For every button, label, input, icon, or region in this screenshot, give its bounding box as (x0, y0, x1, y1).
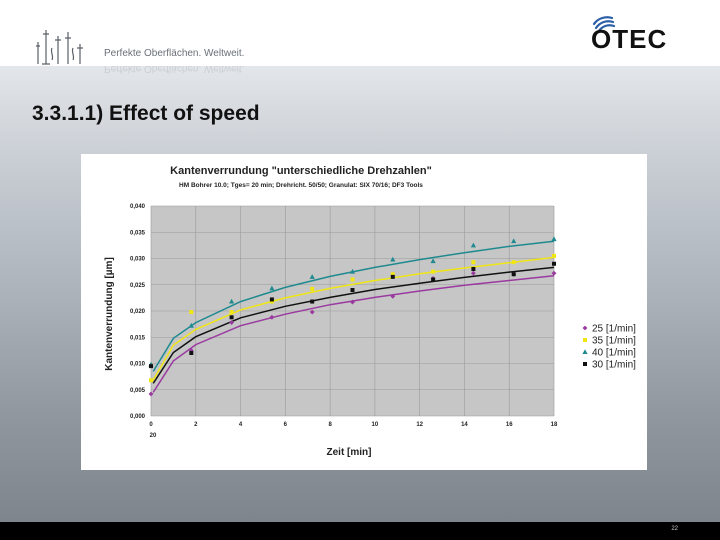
data-point (269, 297, 274, 302)
data-point (511, 260, 516, 265)
footer-bar (0, 522, 720, 540)
data-point (350, 288, 355, 292)
data-point (149, 378, 153, 383)
trend-lines (152, 240, 555, 393)
y-tick-label: 0,000 (130, 414, 146, 420)
chart-subtitle: HM Bohrer 10.0; Tges= 20 min; Drehricht.… (179, 182, 423, 189)
y-tick-label: 0,025 (130, 283, 146, 289)
x-tick-label: 16 (506, 422, 513, 428)
y-tick-label: 0,005 (130, 388, 146, 394)
x-tick-label: 14 (461, 422, 468, 428)
chart-title: Kantenverrundung "unterschiedliche Drehz… (170, 165, 432, 177)
data-point (552, 261, 556, 266)
y-tick-labels: 0,000 0,005 0,010 0,015 0,020 0,025 0,030 0,035… (130, 204, 146, 420)
data-point (551, 236, 557, 242)
x-tick-label: 2 (194, 422, 198, 428)
y-tick-label: 0,020 (130, 309, 146, 315)
data-point (390, 272, 395, 277)
data-point (431, 269, 436, 274)
legend-label: 30 [1/min] (592, 360, 636, 371)
data-point (350, 277, 355, 282)
tagline-reflection: Perfekte Oberflächen. Weltweit. (104, 63, 245, 74)
x-tick-label: 10 (372, 422, 379, 428)
chart-svg: Kantenverrundung "unterschiedliche Drehz… (104, 165, 636, 458)
legend-label: 40 [1/min] (592, 348, 636, 359)
brand-name: OTEC (591, 24, 667, 54)
data-point (229, 315, 234, 320)
trend-line (152, 256, 555, 381)
data-point (552, 253, 556, 258)
data-point (390, 256, 396, 262)
data-point (390, 274, 395, 279)
data-point (189, 310, 194, 315)
data-point (229, 320, 234, 325)
data-point (310, 286, 315, 291)
x-tick-labels: 0 2 4 6 8 10 12 14 16 18 (149, 422, 558, 428)
data-point (349, 268, 356, 274)
data-point (189, 351, 194, 355)
grid-lines (150, 205, 555, 417)
x-tick-label: 4 (239, 422, 243, 428)
x-tick-label: 8 (328, 422, 332, 428)
data-point (471, 267, 476, 271)
data-point (551, 270, 557, 276)
data-point (431, 277, 436, 282)
data-point (229, 310, 234, 315)
legend-marker (582, 325, 588, 331)
trend-line (152, 275, 555, 393)
x-tick-label: 12 (416, 422, 423, 428)
y-tick-label: 0,040 (130, 204, 146, 210)
data-point (471, 270, 476, 276)
data-point (470, 242, 476, 248)
y-tick-label: 0,035 (130, 230, 146, 236)
data-point (269, 299, 274, 304)
data-point (511, 272, 516, 277)
data-points (148, 236, 557, 397)
header-band (0, 0, 720, 66)
data-point (309, 274, 315, 279)
data-point (430, 258, 436, 264)
legend: 25 [1/min]35 [1/min]40 [1/min]30 [1/min] (582, 324, 636, 371)
data-point (309, 309, 315, 315)
y-tick-label: 0,010 (130, 362, 146, 368)
legend-marker (583, 338, 587, 342)
legend-label: 25 [1/min] (592, 324, 636, 335)
y-axis-label: Kantenverrundung [µm] (104, 257, 115, 371)
data-point (149, 364, 153, 369)
x-axis-label: Zeit [min] (327, 447, 372, 458)
x-tick-label: 6 (284, 422, 288, 428)
data-point (471, 260, 476, 265)
legend-label: 35 [1/min] (592, 336, 636, 347)
x-extra-label: 20 (150, 433, 157, 439)
data-point (511, 238, 517, 244)
data-point (390, 293, 396, 299)
data-point (310, 299, 315, 304)
data-point (269, 285, 275, 291)
legend-marker (582, 349, 588, 354)
tagline: Perfekte Oberflächen. Weltweit. (104, 48, 245, 59)
legend-marker (583, 362, 587, 366)
slide-title: 3.3.1.1) Effect of speed (32, 102, 260, 125)
trend-line (152, 240, 555, 372)
otec-logo[interactable]: OTEC (588, 14, 688, 54)
y-tick-label: 0,015 (130, 335, 146, 341)
data-point (350, 299, 355, 305)
x-tick-label: 18 (551, 422, 558, 428)
y-tick-label: 0,030 (130, 257, 146, 263)
data-point (269, 314, 275, 320)
data-point (229, 298, 235, 304)
drill-tools-logo (36, 30, 83, 65)
data-point (188, 322, 194, 328)
trend-line (152, 266, 555, 384)
logo-swoosh-icon (592, 16, 616, 34)
data-point (148, 391, 154, 397)
chart-panel: Kantenverrundung "unterschiedliche Drehz… (81, 154, 647, 470)
x-tick-label: 0 (149, 422, 153, 428)
page-number: 22 (671, 526, 678, 532)
